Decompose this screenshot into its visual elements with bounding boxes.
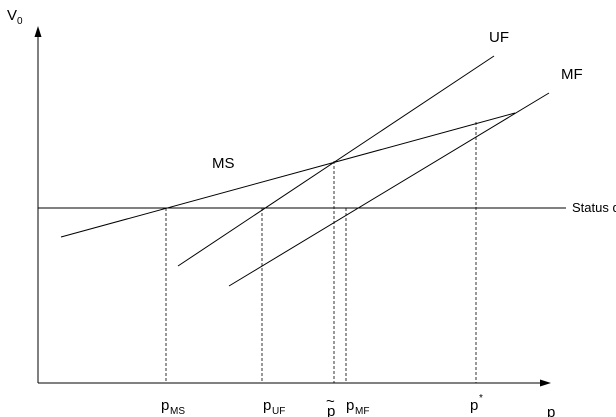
tick-label-p-mf: p	[346, 397, 354, 414]
tick-label-p-uf: p	[263, 397, 271, 414]
y-axis-arrowhead	[34, 26, 42, 37]
ms-line	[60, 112, 516, 238]
tick-label-p-ms: p	[161, 397, 169, 414]
mf-line	[228, 92, 550, 287]
tick-label-p-ms-subscript: MS	[170, 406, 185, 417]
status-quo-label: Status quo	[572, 200, 616, 215]
y-axis-label-subscript: 0	[17, 16, 23, 27]
y-axis-label: V	[7, 7, 17, 24]
uf-line	[177, 55, 495, 267]
tick-label-p-tilde-mark: ~	[326, 393, 335, 410]
tick-label-p-tilde: p	[327, 403, 335, 417]
tick-label-p-mf-subscript: MF	[355, 406, 369, 417]
tick-label-p-uf-subscript: UF	[272, 406, 285, 417]
x-axis-arrowhead	[540, 379, 551, 387]
x-axis-label: p	[547, 404, 555, 417]
mf-label: MF	[561, 66, 583, 83]
uf-label: UF	[489, 29, 509, 46]
ms-label: MS	[212, 155, 235, 172]
tick-label-p-star: p	[470, 397, 478, 414]
tick-label-p-star-superscript: *	[479, 393, 483, 404]
